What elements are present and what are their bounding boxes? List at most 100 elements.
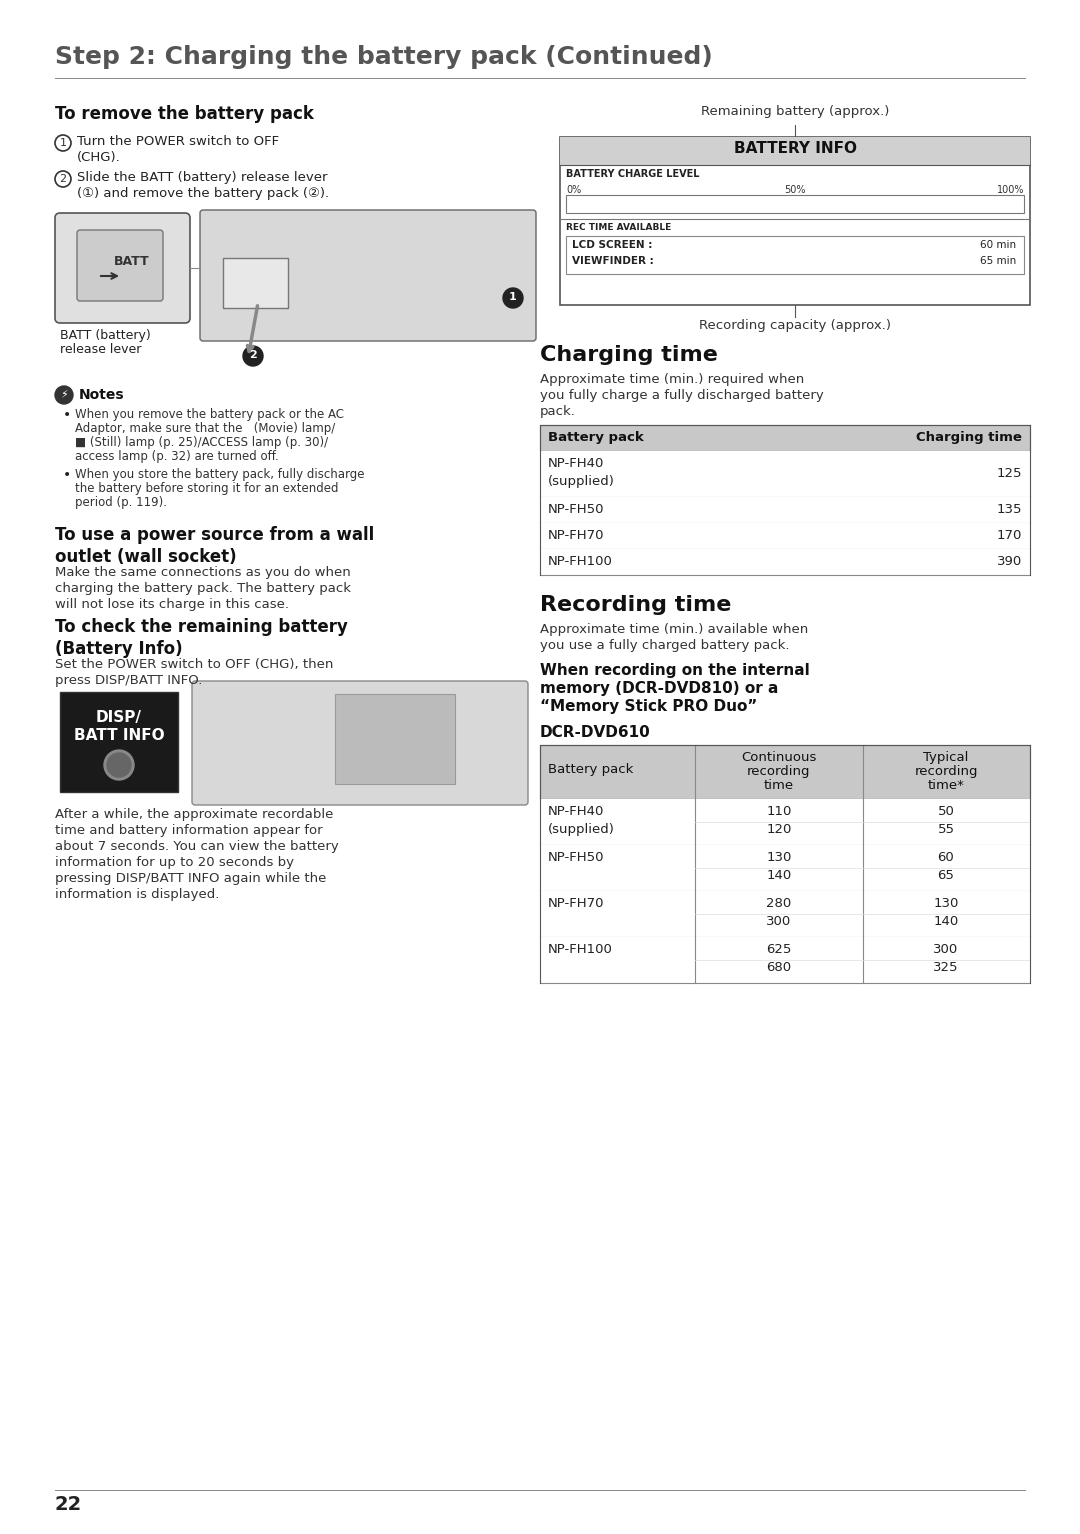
- Bar: [540, 891, 1030, 937]
- Text: BATTERY CHARGE LEVEL: BATTERY CHARGE LEVEL: [566, 169, 700, 179]
- Text: time*: time*: [928, 779, 964, 792]
- Text: the battery before storing it for an extended: the battery before storing it for an ext…: [75, 482, 338, 495]
- Text: 680: 680: [767, 960, 792, 974]
- Text: 100%: 100%: [997, 186, 1024, 195]
- Text: LCD SCREEN :: LCD SCREEN :: [572, 239, 652, 250]
- Bar: [561, 137, 1030, 166]
- Text: When recording on the internal: When recording on the internal: [540, 663, 810, 678]
- Text: To use a power source from a wall
outlet (wall socket): To use a power source from a wall outlet…: [55, 526, 375, 566]
- Circle shape: [55, 387, 73, 403]
- Text: Approximate time (min.) required when
you fully charge a fully discharged batter: Approximate time (min.) required when yo…: [540, 373, 824, 417]
- Text: Set the POWER switch to OFF (CHG), then
press DISP/BATT INFO.: Set the POWER switch to OFF (CHG), then …: [55, 658, 334, 687]
- Text: release lever: release lever: [60, 344, 141, 356]
- Text: (supplied): (supplied): [548, 824, 615, 836]
- Text: “Memory Stick PRO Duo”: “Memory Stick PRO Duo”: [540, 700, 757, 713]
- Text: 1: 1: [509, 291, 517, 302]
- Bar: [540, 523, 1030, 549]
- Bar: [561, 137, 1030, 305]
- Bar: [861, 196, 893, 212]
- Text: Approximate time (min.) available when
you use a fully charged battery pack.: Approximate time (min.) available when y…: [540, 623, 808, 652]
- Text: recording: recording: [747, 765, 811, 778]
- FancyBboxPatch shape: [55, 213, 190, 324]
- Text: 55: 55: [937, 824, 955, 836]
- Circle shape: [243, 347, 264, 367]
- Text: NP-FH70: NP-FH70: [548, 529, 605, 542]
- Text: 125: 125: [997, 466, 1022, 480]
- Text: •: •: [63, 468, 71, 482]
- Text: (supplied): (supplied): [548, 476, 615, 488]
- Text: NP-FH70: NP-FH70: [548, 897, 605, 910]
- Text: access lamp (p. 32) are turned off.: access lamp (p. 32) are turned off.: [75, 449, 279, 463]
- Text: To remove the battery pack: To remove the battery pack: [55, 104, 314, 123]
- Text: 325: 325: [933, 960, 959, 974]
- Text: 120: 120: [767, 824, 792, 836]
- Text: Make the same connections as you do when
charging the battery pack. The battery : Make the same connections as you do when…: [55, 566, 351, 611]
- Text: 170: 170: [997, 529, 1022, 542]
- Bar: [540, 497, 1030, 523]
- Text: BATT: BATT: [114, 255, 150, 268]
- Text: 130: 130: [767, 851, 792, 864]
- Text: Step 2: Charging the battery pack (Continued): Step 2: Charging the battery pack (Conti…: [55, 44, 713, 69]
- Text: 65 min: 65 min: [980, 256, 1016, 265]
- Text: 60 min: 60 min: [980, 239, 1016, 250]
- Text: 65: 65: [937, 868, 955, 882]
- Bar: [540, 746, 1030, 799]
- Text: Charging time: Charging time: [540, 345, 718, 365]
- Text: 300: 300: [767, 914, 792, 928]
- Text: time: time: [764, 779, 794, 792]
- Text: 2: 2: [59, 173, 67, 184]
- Text: ■ (Still) lamp (p. 25)/ACCESS lamp (p. 30)/: ■ (Still) lamp (p. 25)/ACCESS lamp (p. 3…: [75, 436, 328, 449]
- Bar: [959, 196, 990, 212]
- Text: Turn the POWER switch to OFF
(CHG).: Turn the POWER switch to OFF (CHG).: [77, 135, 279, 164]
- Bar: [566, 236, 1024, 275]
- Circle shape: [503, 288, 523, 308]
- Bar: [540, 937, 1030, 983]
- Text: NP-FH50: NP-FH50: [548, 851, 605, 864]
- Text: NP-FH100: NP-FH100: [548, 943, 612, 956]
- Bar: [540, 549, 1030, 575]
- Bar: [632, 196, 663, 212]
- Bar: [540, 845, 1030, 891]
- Bar: [540, 799, 1030, 845]
- Text: Battery pack: Battery pack: [548, 762, 633, 776]
- Text: 300: 300: [933, 943, 959, 956]
- Text: 2: 2: [249, 350, 257, 360]
- Text: BATT INFO: BATT INFO: [73, 729, 164, 742]
- Text: 22: 22: [55, 1496, 82, 1514]
- Text: NP-FH40: NP-FH40: [548, 805, 605, 818]
- Bar: [222, 258, 288, 308]
- Bar: [335, 693, 455, 784]
- Text: BATTERY INFO: BATTERY INFO: [733, 141, 856, 156]
- Text: DCR-DVD610: DCR-DVD610: [540, 726, 651, 739]
- Text: VIEWFINDER :: VIEWFINDER :: [572, 256, 653, 265]
- Text: 50: 50: [937, 805, 955, 818]
- Text: Continuous: Continuous: [741, 752, 816, 764]
- FancyBboxPatch shape: [77, 230, 163, 301]
- Bar: [698, 196, 729, 212]
- Text: 280: 280: [767, 897, 792, 910]
- Text: ⚡: ⚡: [60, 390, 68, 400]
- Text: When you remove the battery pack or the AC: When you remove the battery pack or the …: [75, 408, 345, 420]
- FancyBboxPatch shape: [200, 210, 536, 341]
- Bar: [927, 196, 958, 212]
- Text: 110: 110: [767, 805, 792, 818]
- Text: 135: 135: [997, 503, 1022, 515]
- Text: period (p. 119).: period (p. 119).: [75, 495, 167, 509]
- Text: NP-FH50: NP-FH50: [548, 503, 605, 515]
- Text: After a while, the approximate recordable
time and battery information appear fo: After a while, the approximate recordabl…: [55, 808, 339, 900]
- Text: •: •: [63, 408, 71, 422]
- Text: Recording capacity (approx.): Recording capacity (approx.): [699, 319, 891, 331]
- Text: Typical: Typical: [923, 752, 969, 764]
- Text: 0%: 0%: [566, 186, 581, 195]
- Bar: [540, 451, 1030, 497]
- Text: DISP/: DISP/: [96, 710, 141, 726]
- Bar: [567, 196, 598, 212]
- Text: Notes: Notes: [79, 388, 124, 402]
- Bar: [599, 196, 631, 212]
- Text: NP-FH100: NP-FH100: [548, 555, 612, 568]
- Bar: [730, 196, 761, 212]
- Text: 625: 625: [767, 943, 792, 956]
- Text: 130: 130: [933, 897, 959, 910]
- Text: 1: 1: [59, 138, 67, 147]
- Text: 390: 390: [997, 555, 1022, 568]
